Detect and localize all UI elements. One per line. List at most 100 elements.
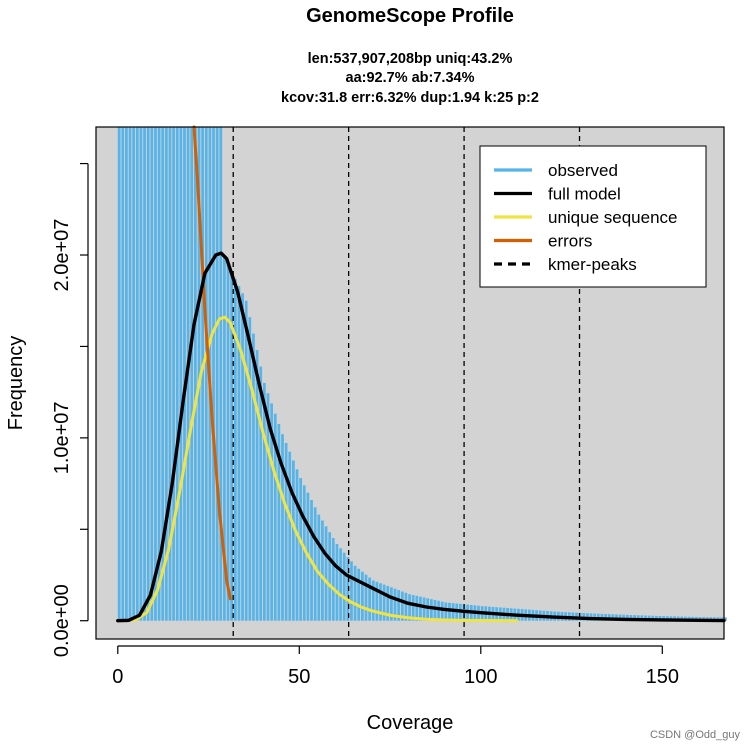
y-axis-title: Frequency <box>5 336 27 431</box>
observed-bar <box>284 442 288 621</box>
observed-bar <box>440 601 444 621</box>
observed-bar <box>295 469 299 621</box>
observed-bar <box>125 127 128 621</box>
observed-bar <box>248 317 252 621</box>
y-axis: 0.0e+00 1.0e+07 2.0e+07 <box>51 162 89 657</box>
chart-subtitle-line-1: len:537,907,208bp uniq:43.2% <box>308 51 513 67</box>
observed-bar <box>313 507 317 621</box>
observed-bar <box>328 532 332 621</box>
observed-bar <box>375 581 379 621</box>
observed-bar <box>233 278 237 621</box>
x-tick-label: 150 <box>646 666 679 688</box>
observed-bar <box>132 127 136 621</box>
y-tick-label: 2.0e+07 <box>51 219 73 292</box>
observed-bar <box>273 413 277 621</box>
observed-bar <box>281 434 284 621</box>
observed-bar <box>404 592 408 621</box>
observed-bar <box>408 594 411 621</box>
observed-bar <box>143 127 146 621</box>
observed-bar <box>371 580 375 621</box>
observed-bar <box>259 366 263 621</box>
observed-bar <box>230 271 234 621</box>
observed-bar <box>415 595 419 621</box>
legend: observed full model unique sequence errors k… <box>479 145 707 288</box>
legend-label: full model <box>548 185 621 204</box>
observed-bar <box>364 574 368 621</box>
observed-bar <box>244 300 248 621</box>
observed-bar <box>419 596 422 621</box>
observed-bar <box>212 127 215 621</box>
watermark: CSDN @Odd_guy <box>650 729 741 741</box>
observed-bar <box>179 127 183 621</box>
observed-bar <box>342 552 346 621</box>
observed-bar <box>324 526 328 621</box>
observed-bar <box>201 127 204 621</box>
observed-bar <box>252 333 255 621</box>
observed-bar <box>255 350 259 621</box>
observed-bar <box>386 585 390 621</box>
observed-bar <box>397 590 401 621</box>
observed-bar <box>237 286 241 621</box>
observed-bar <box>346 557 350 621</box>
observed-bar <box>302 485 306 621</box>
observed-bar <box>157 127 161 621</box>
observed-bar <box>335 543 339 621</box>
observed-bar <box>128 127 132 621</box>
observed-bar <box>353 565 357 621</box>
observed-bar <box>277 423 281 621</box>
observed-bar <box>317 514 321 621</box>
observed-bar <box>223 255 226 621</box>
observed-bar <box>215 127 219 621</box>
observed-bar <box>197 127 201 621</box>
series-line-full-model <box>116 251 726 623</box>
observed-bar <box>266 393 270 621</box>
observed-bar <box>360 571 364 621</box>
chart-subtitle-line-3: kcov:31.8 err:6.32% dup:1.94 k:25 p:2 <box>281 90 539 106</box>
observed-bar <box>270 403 273 621</box>
observed-bar <box>150 127 154 621</box>
observed-bar <box>368 577 371 621</box>
observed-bar <box>299 478 303 621</box>
observed-bar <box>194 127 197 621</box>
observed-bar <box>121 127 125 621</box>
observed-bar <box>331 538 335 621</box>
observed-bar <box>139 127 143 621</box>
chart-title: GenomeScope Profile <box>306 5 514 27</box>
legend-label: unique sequence <box>548 208 678 227</box>
observed-bar <box>724 617 727 621</box>
observed-bar <box>175 127 179 621</box>
x-axis-title: Coverage <box>367 712 454 734</box>
observed-bar <box>219 127 223 621</box>
legend-label: observed <box>548 161 618 180</box>
observed-bar <box>135 127 139 621</box>
observed-bar <box>448 602 451 621</box>
observed-bar <box>226 264 230 621</box>
plot-frame <box>95 126 725 640</box>
observed-bar <box>164 127 168 621</box>
x-tick-label: 0 <box>112 666 123 688</box>
y-tick-label: 1.0e+07 <box>51 401 73 474</box>
x-tick-label: 100 <box>464 666 497 688</box>
y-tick-label: 0.0e+00 <box>51 584 73 657</box>
observed-bar <box>204 127 208 621</box>
observed-bar <box>262 383 266 621</box>
observed-histogram <box>117 127 727 621</box>
observed-bar <box>422 597 426 621</box>
observed-bar <box>117 127 121 621</box>
observed-bar <box>433 599 437 621</box>
observed-bar <box>161 127 165 621</box>
observed-bar <box>190 127 194 621</box>
observed-bar <box>350 561 353 621</box>
observed-bar <box>426 598 430 621</box>
observed-bar <box>357 568 361 621</box>
observed-bar <box>444 602 448 621</box>
observed-bar <box>382 584 386 621</box>
observed-bar <box>379 583 382 621</box>
observed-bar <box>339 548 342 621</box>
chart-subtitle-line-2: aa:92.7% ab:7.34% <box>346 70 475 86</box>
observed-bar <box>288 451 292 621</box>
observed-bar <box>172 127 175 621</box>
observed-bar <box>429 599 433 621</box>
observed-bar <box>437 600 440 621</box>
observed-bar <box>400 591 404 621</box>
